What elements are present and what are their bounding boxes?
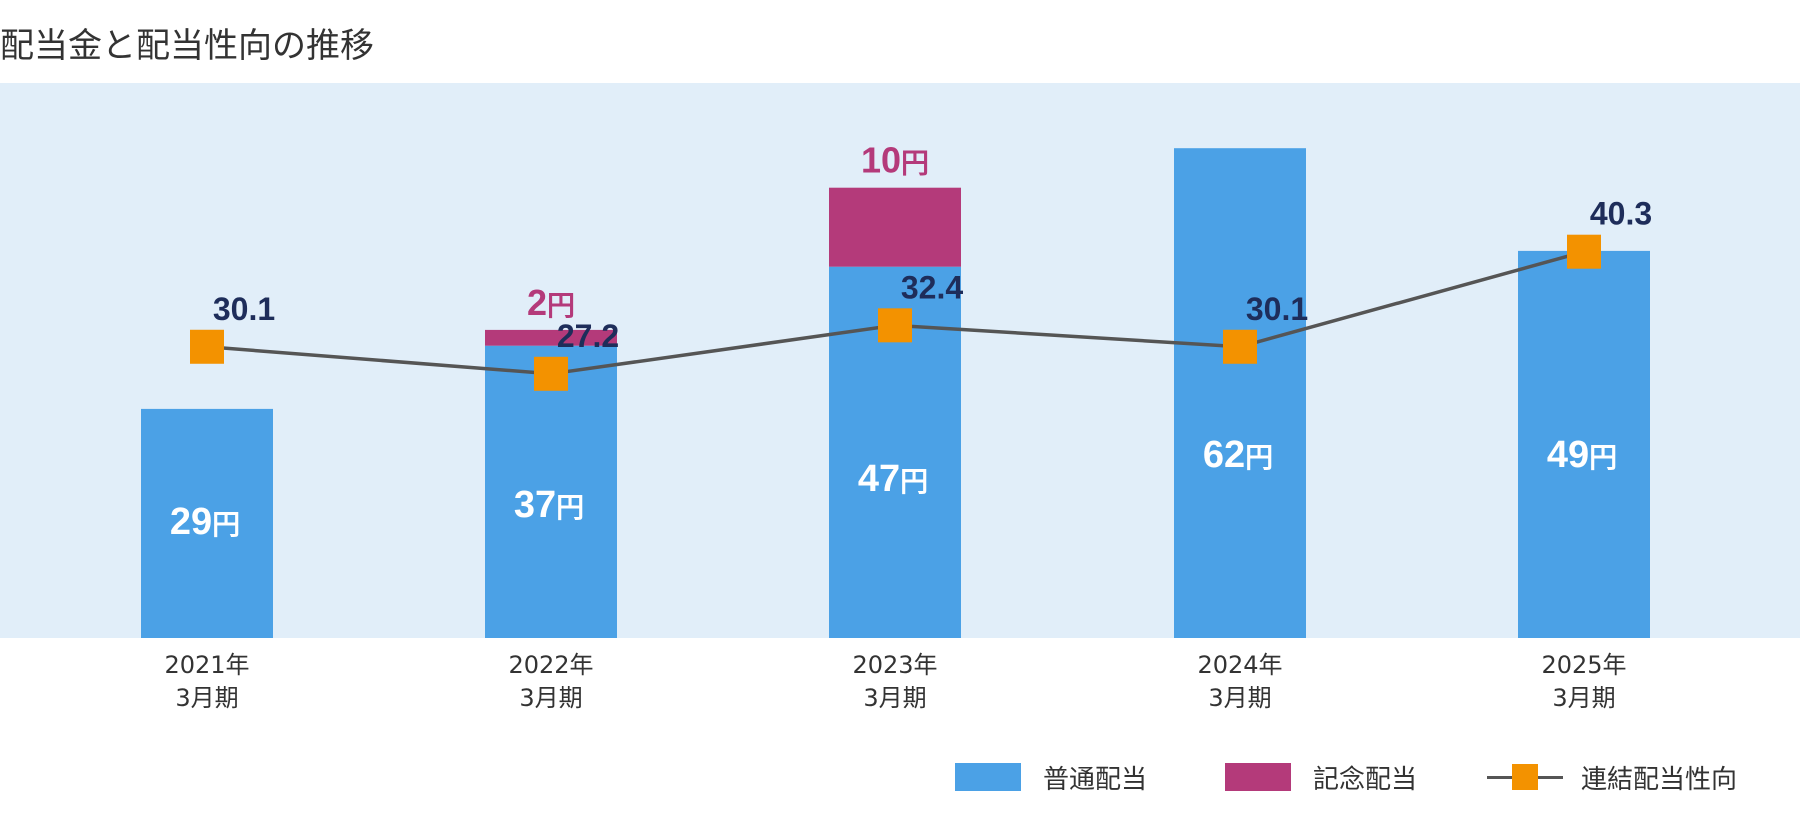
payout-ratio-marker xyxy=(190,329,224,364)
x-tick-label-period: 3月期 xyxy=(1552,684,1615,712)
bar-value-label: 29円 xyxy=(170,501,240,543)
commemorative-value-label: 10円 xyxy=(861,140,929,181)
payout-ratio-marker xyxy=(534,356,568,391)
x-tick-label-year: 2023年 xyxy=(852,651,937,679)
bar-commemorative-dividend xyxy=(485,329,617,346)
bar-value-label: 49円 xyxy=(1547,434,1617,476)
legend-label-regular: 普通配当 xyxy=(1043,764,1148,795)
commemorative-value-label: 2円 xyxy=(527,282,575,323)
legend-swatch-commemorative xyxy=(1225,763,1292,791)
legend-swatch-regular xyxy=(955,763,1021,791)
bar-regular-dividend xyxy=(1518,250,1650,638)
x-tick-label-year: 2022年 xyxy=(508,651,593,679)
payout-ratio-label: 30.1 xyxy=(1246,291,1308,327)
x-tick-label-period: 3月期 xyxy=(863,684,926,712)
bar-value-label: 62円 xyxy=(1203,434,1273,476)
x-tick-label-year: 2024年 xyxy=(1197,651,1282,679)
payout-ratio-marker xyxy=(1223,329,1257,364)
payout-ratio-marker xyxy=(1567,234,1601,269)
x-tick-label-year: 2021年 xyxy=(164,651,249,679)
payout-ratio-label: 40.3 xyxy=(1590,196,1652,232)
payout-ratio-label: 32.4 xyxy=(901,269,963,305)
x-tick-label-period: 3月期 xyxy=(519,684,582,712)
payout-ratio-label: 27.2 xyxy=(557,318,619,354)
bar-regular-dividend xyxy=(141,408,273,638)
bar-commemorative-dividend xyxy=(829,187,961,267)
bar-value-label: 37円 xyxy=(514,484,584,526)
payout-ratio-marker xyxy=(878,308,912,343)
chart-title: 配当金と配当性向の推移 xyxy=(0,26,374,66)
dividend-chart: 29円 37円 2円 47円 10円 62円 49円 30.1 27.2 32.4 30.1 40.… xyxy=(0,83,1800,712)
legend-label-commemorative: 記念配当 xyxy=(1313,764,1418,795)
x-tick-label-year: 2025年 xyxy=(1541,651,1626,679)
payout-ratio-label: 30.1 xyxy=(213,291,275,327)
bar-regular-dividend xyxy=(1174,148,1306,638)
bar-value-label: 47円 xyxy=(858,458,928,500)
legend-label-payout-ratio: 連結配当性向 xyxy=(1581,764,1738,795)
x-tick-label-period: 3月期 xyxy=(175,684,238,712)
legend-swatch-payout-ratio xyxy=(1487,763,1564,791)
bar-regular-dividend xyxy=(485,345,617,638)
x-tick-label-period: 3月期 xyxy=(1208,684,1271,712)
legend: 普通配当 記念配当 連結配当性向 xyxy=(955,757,1737,797)
